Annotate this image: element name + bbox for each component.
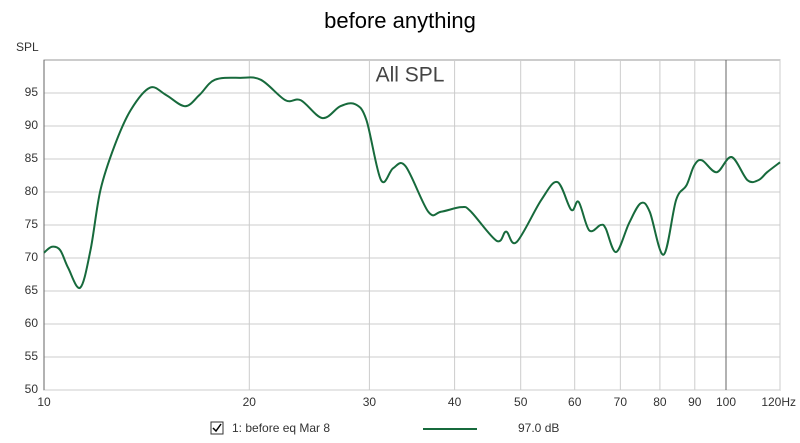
x-tick-label: 70: [614, 395, 628, 409]
chart-title: before anything: [324, 8, 476, 33]
y-tick-label: 70: [25, 250, 39, 264]
x-tick-label: 100: [716, 395, 736, 409]
x-tick-label: 80: [653, 395, 667, 409]
y-tick-label: 75: [25, 217, 39, 231]
x-tick-label: 120Hz: [761, 395, 796, 409]
grid: [43, 60, 781, 391]
x-tick-label: 40: [448, 395, 462, 409]
y-tick-label: 80: [25, 184, 39, 198]
y-tick-label: 85: [25, 151, 39, 165]
x-tick-label: 60: [568, 395, 582, 409]
x-tick-label: 10: [37, 395, 51, 409]
x-tick-label: 20: [243, 395, 257, 409]
plot-title: All SPL: [376, 64, 445, 87]
y-tick-label: 65: [25, 283, 39, 297]
x-tick-label: 50: [514, 395, 528, 409]
checkbox-check: [212, 423, 222, 433]
legend-value: 97.0 dB: [518, 421, 559, 435]
y-axis-label: SPL: [16, 40, 39, 54]
x-tick-label: 90: [688, 395, 702, 409]
y-tick-label: 60: [25, 316, 39, 330]
x-tick-label: 30: [363, 395, 377, 409]
y-tick-label: 90: [25, 118, 39, 132]
spl-line: [43, 76, 781, 289]
legend-label: 1: before eq Mar 8: [232, 421, 330, 435]
legend-checkbox[interactable]: [210, 421, 224, 435]
y-tick-label: 95: [25, 85, 39, 99]
y-tick-label: 55: [25, 349, 39, 363]
y-tick-label: 50: [25, 382, 39, 396]
